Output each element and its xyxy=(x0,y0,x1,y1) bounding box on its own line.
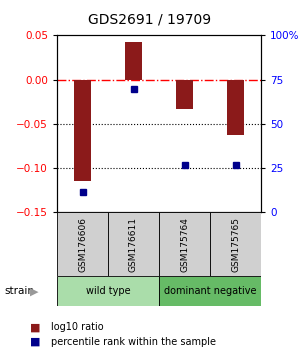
Text: percentile rank within the sample: percentile rank within the sample xyxy=(51,337,216,347)
Text: ■: ■ xyxy=(30,337,40,347)
Text: ■: ■ xyxy=(30,322,40,332)
Text: GDS2691 / 19709: GDS2691 / 19709 xyxy=(88,12,212,27)
Text: wild type: wild type xyxy=(86,286,130,296)
FancyBboxPatch shape xyxy=(108,212,159,276)
Text: ▶: ▶ xyxy=(30,286,39,296)
FancyBboxPatch shape xyxy=(210,212,261,276)
Bar xyxy=(176,80,194,109)
Text: GSM176611: GSM176611 xyxy=(129,217,138,272)
Text: GSM176606: GSM176606 xyxy=(78,217,87,272)
FancyBboxPatch shape xyxy=(57,212,108,276)
FancyBboxPatch shape xyxy=(57,276,159,306)
Text: strain: strain xyxy=(4,286,34,296)
Text: dominant negative: dominant negative xyxy=(164,286,256,296)
Text: GSM175764: GSM175764 xyxy=(180,217,189,272)
FancyBboxPatch shape xyxy=(159,276,261,306)
Bar xyxy=(124,41,142,80)
FancyBboxPatch shape xyxy=(159,212,210,276)
Bar xyxy=(226,80,244,135)
Text: GSM175765: GSM175765 xyxy=(231,217,240,272)
Bar xyxy=(74,80,92,181)
Text: log10 ratio: log10 ratio xyxy=(51,322,104,332)
